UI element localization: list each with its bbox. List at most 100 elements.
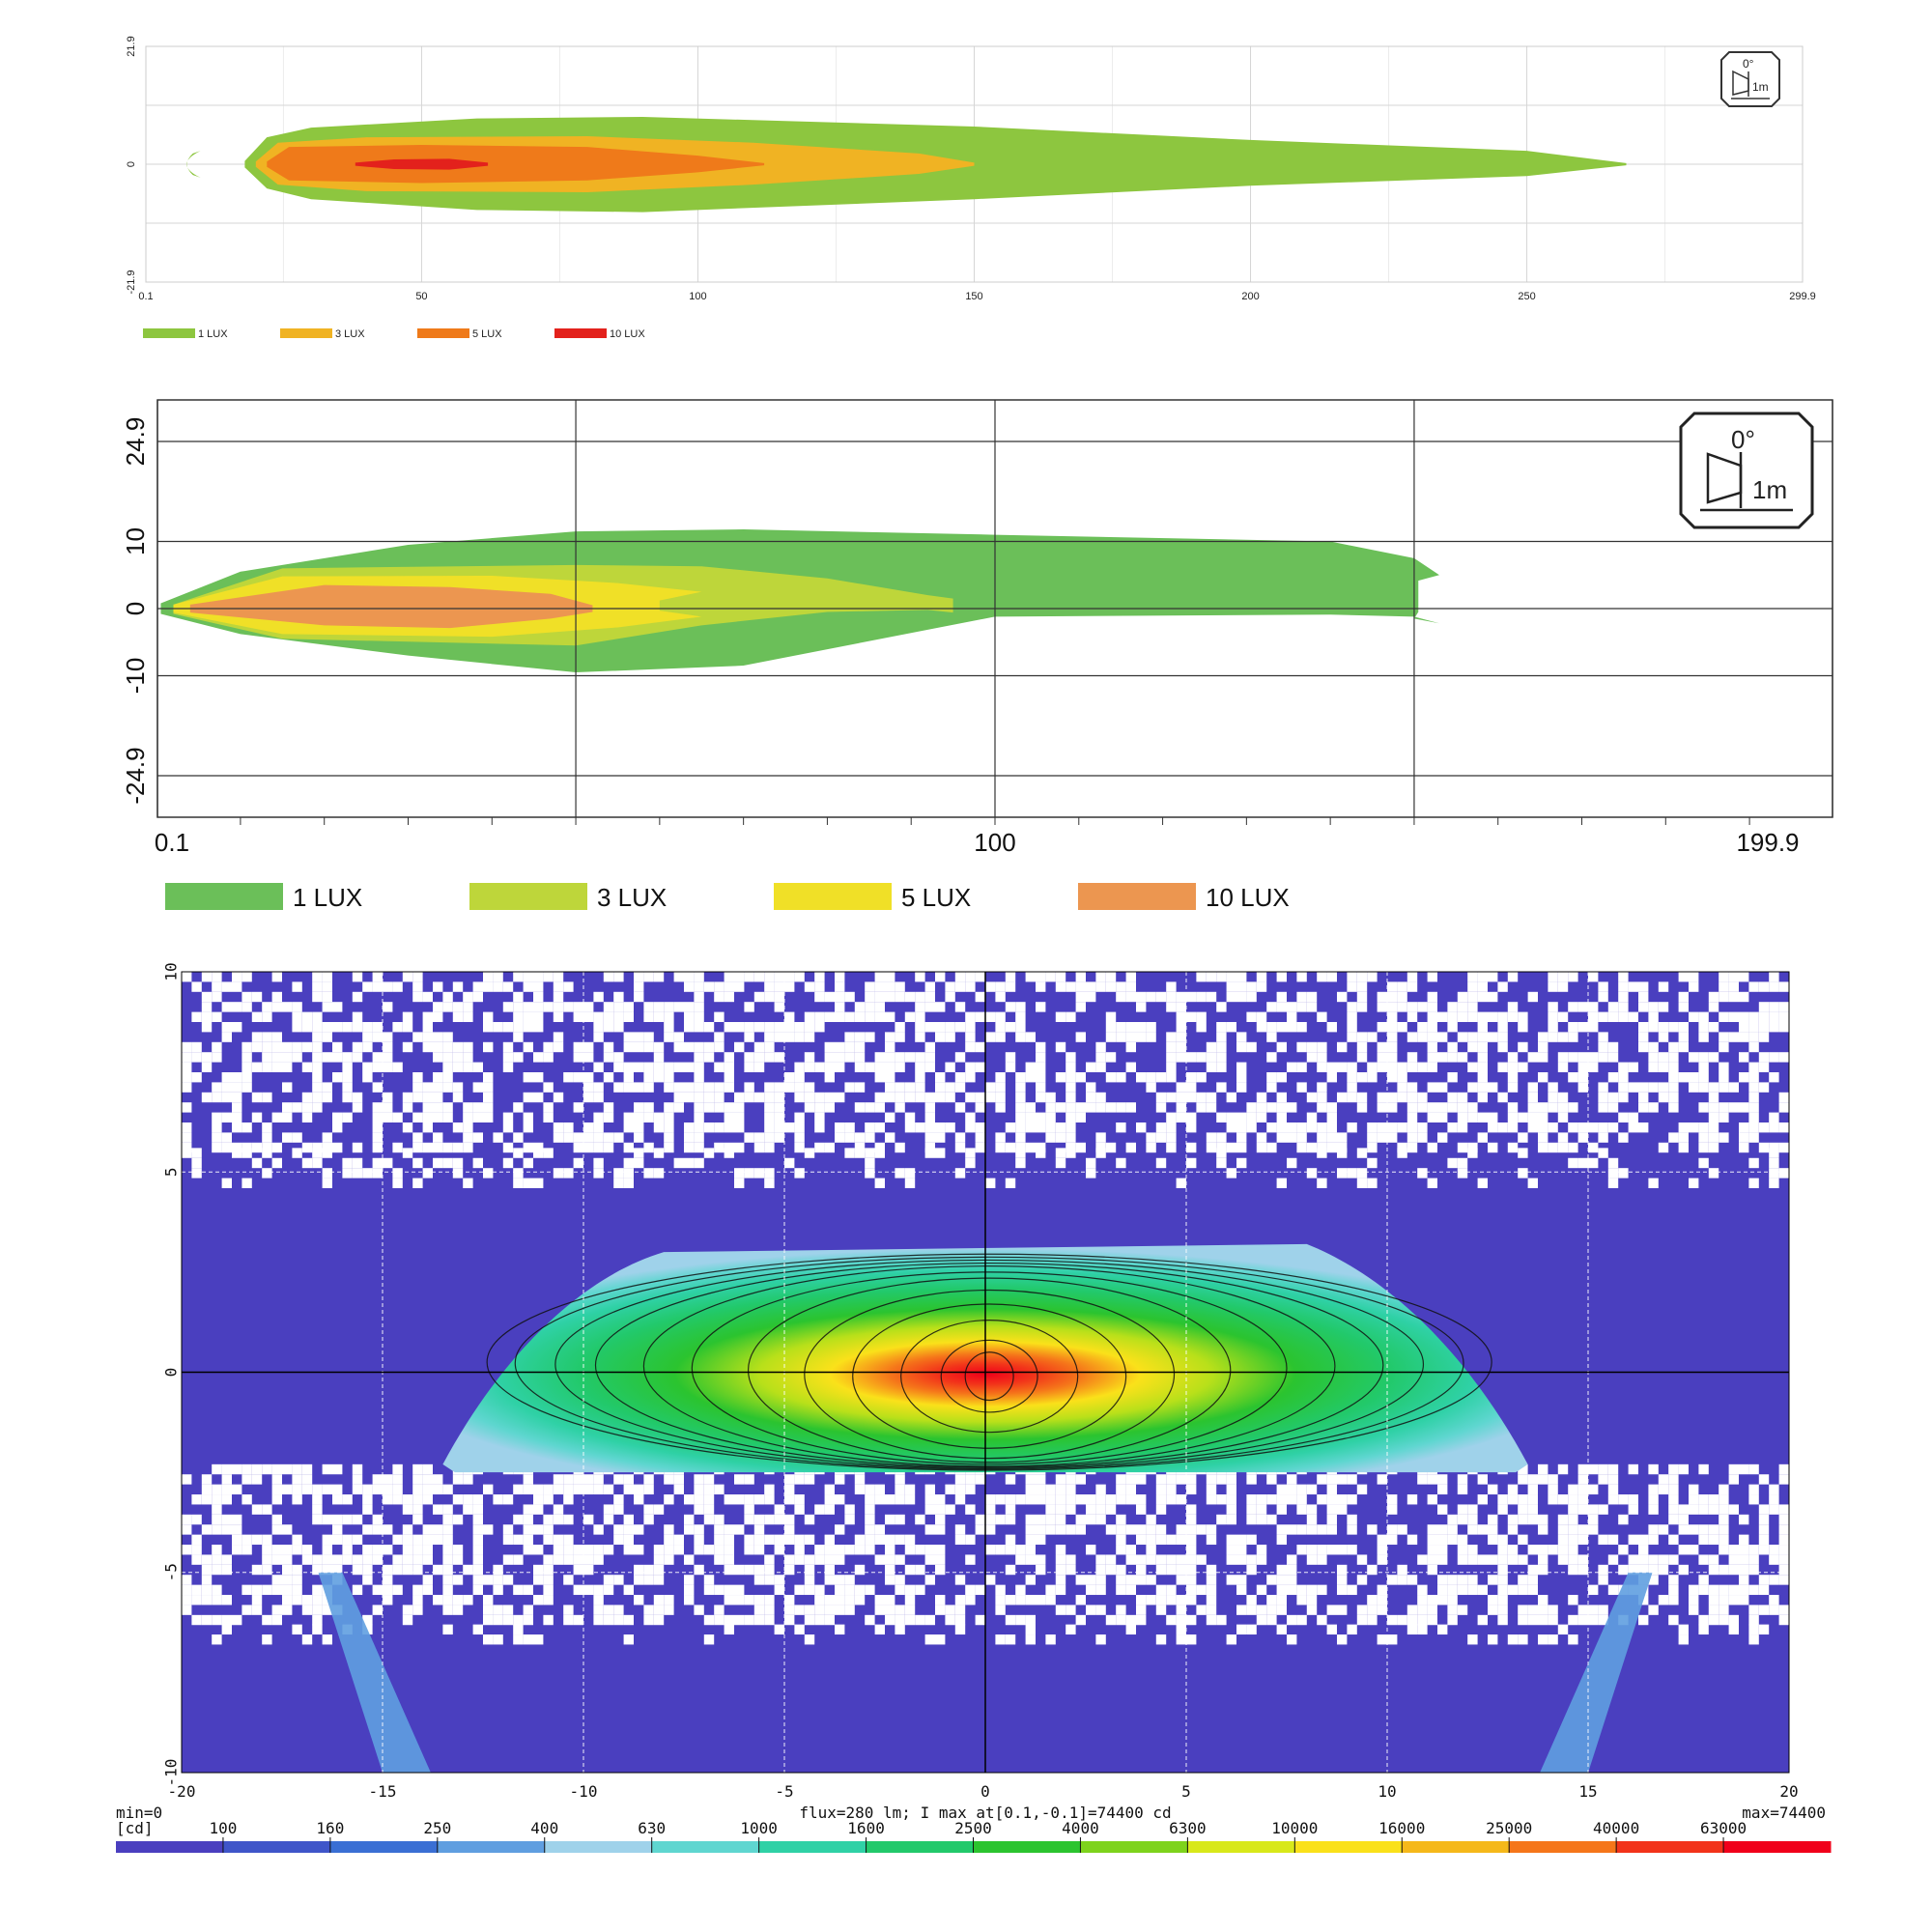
heatmap-noise-cell: [1377, 1534, 1387, 1546]
heatmap-noise-cell: [1125, 1062, 1136, 1072]
heatmap-noise-cell: [472, 981, 483, 992]
heatmap-noise-cell: [1568, 1534, 1578, 1546]
heatmap-noise-cell: [995, 991, 1006, 1003]
heatmap-noise-cell: [412, 1484, 423, 1495]
heatmap-noise-cell: [1739, 1564, 1749, 1576]
heatmap-noise-cell: [643, 1504, 654, 1515]
heatmap-noise-cell: [1146, 1554, 1156, 1565]
heatmap-noise-cell: [1417, 1614, 1428, 1626]
chart-2-icon-distance: 1m: [1752, 475, 1787, 504]
heatmap-noise-cell: [322, 981, 332, 992]
heatmap-noise-cell: [502, 1575, 514, 1585]
heatmap-noise-cell: [1638, 981, 1649, 992]
heatmap-noise-cell: [1186, 1575, 1197, 1585]
heatmap-noise-cell: [804, 1062, 815, 1072]
heatmap-noise-cell: [1538, 1102, 1548, 1113]
heatmap-noise-cell: [1155, 1072, 1167, 1083]
heatmap-noise-cell: [1758, 1082, 1770, 1093]
heatmap-noise-cell: [1005, 972, 1016, 982]
heatmap-noise-cell: [402, 1122, 413, 1133]
heatmap-noise-cell: [372, 1112, 383, 1122]
heatmap-noise-cell: [1296, 1041, 1307, 1053]
heatmap-noise-cell: [1246, 1504, 1257, 1515]
heatmap-noise-cell: [362, 1575, 373, 1585]
heatmap-contour: [554, 1259, 1425, 1469]
heatmap-noise-cell: [1337, 1564, 1348, 1576]
heatmap-noise-cell: [643, 1032, 654, 1042]
heatmap-noise-cell: [1769, 1595, 1779, 1605]
heatmap-noise-cell: [1015, 1494, 1026, 1505]
heatmap-noise-cell: [1216, 1514, 1227, 1525]
heatmap-noise-cell: [1356, 1052, 1368, 1063]
heatmap-noise-cell: [1748, 1463, 1759, 1475]
heatmap-noise-cell: [493, 1605, 503, 1615]
heatmap-noise-cell: [1658, 1484, 1669, 1495]
heatmap-noise-cell: [774, 1132, 784, 1143]
heatmap-noise-cell: [885, 1575, 895, 1585]
heatmap-noise-cell: [271, 1494, 282, 1505]
heatmap-noise-cell: [1075, 972, 1086, 982]
heatmap-noise-cell: [1347, 1092, 1357, 1103]
heatmap-noise-cell: [1036, 1072, 1046, 1083]
heatmap-noise-cell: [1176, 1595, 1186, 1605]
heatmap-noise-cell: [182, 1545, 192, 1555]
heatmap-noise-cell: [1568, 1614, 1578, 1626]
heatmap-noise-cell: [794, 1605, 805, 1615]
heatmap-noise-cell: [1196, 972, 1207, 982]
heatmap-noise-cell: [1607, 1534, 1619, 1546]
heatmap-noise-cell: [1206, 1142, 1217, 1153]
heatmap-noise-cell: [1377, 1022, 1387, 1033]
heatmap-noise-cell: [1638, 1022, 1649, 1033]
heatmap-noise-cell: [182, 1122, 192, 1133]
heatmap-noise-cell: [1216, 972, 1227, 982]
heatmap-noise-cell: [1618, 1494, 1629, 1505]
heatmap-noise-cell: [844, 1148, 855, 1158]
heatmap-noise-cell: [1367, 972, 1378, 982]
heatmap-noise-cell: [322, 1032, 332, 1042]
heatmap-noise-cell: [1698, 1524, 1709, 1535]
heatmap-noise-cell: [502, 1041, 514, 1053]
heatmap-noise-cell: [643, 1514, 654, 1525]
heatmap-noise-cell: [1287, 1564, 1297, 1576]
heatmap-noise-cell: [1758, 1584, 1770, 1596]
heatmap-noise-cell: [513, 1148, 524, 1158]
heatmap-noise-cell: [1638, 1614, 1649, 1626]
heatmap-noise-cell: [724, 1082, 734, 1093]
heatmap-noise-cell: [694, 1102, 704, 1113]
heatmap-noise-cell: [885, 1132, 895, 1143]
heatmap-noise-cell: [874, 1102, 885, 1113]
heatmap-noise-cell: [402, 1554, 413, 1565]
heatmap-noise-cell: [502, 1524, 514, 1535]
heatmap-noise-cell: [1568, 1564, 1578, 1576]
heatmap-noise-cell: [1146, 1545, 1156, 1555]
heatmap-noise-cell: [1287, 1584, 1297, 1596]
heatmap-noise-cell: [1146, 1514, 1156, 1525]
heatmap-noise-cell: [262, 1122, 272, 1133]
heatmap-noise-cell: [201, 1002, 213, 1012]
heatmap-noise-cell: [1769, 1168, 1779, 1179]
heatmap-noise-cell: [724, 1142, 734, 1153]
heatmap-noise-cell: [744, 1545, 754, 1555]
heatmap-noise-cell: [895, 1142, 905, 1153]
heatmap-noise-cell: [1337, 1634, 1348, 1645]
heatmap-noise-cell: [553, 1474, 564, 1485]
heatmap-noise-cell: [1497, 1504, 1508, 1515]
heatmap-noise-cell: [392, 1554, 403, 1565]
heatmap-noise-cell: [1467, 1102, 1478, 1113]
heatmap-noise-cell: [1527, 1122, 1538, 1133]
heatmap-noise-cell: [1045, 1514, 1056, 1525]
heatmap-noise-cell: [322, 1534, 332, 1546]
heatmap-noise-cell: [1246, 981, 1257, 992]
heatmap-noise-cell: [1276, 1484, 1287, 1495]
heatmap-noise-cell: [784, 1157, 795, 1169]
heatmap-noise-cell: [1648, 1575, 1659, 1585]
heatmap-noise-cell: [664, 1534, 674, 1546]
heatmap-noise-cell: [703, 1584, 715, 1596]
heatmap-noise-cell: [874, 1605, 885, 1615]
heatmap-noise-cell: [995, 1072, 1006, 1083]
heatmap-noise-cell: [292, 1463, 302, 1475]
heatmap-noise-cell: [1598, 1605, 1608, 1615]
heatmap-noise-cell: [1769, 1484, 1779, 1495]
heatmap-noise-cell: [1708, 1112, 1719, 1122]
